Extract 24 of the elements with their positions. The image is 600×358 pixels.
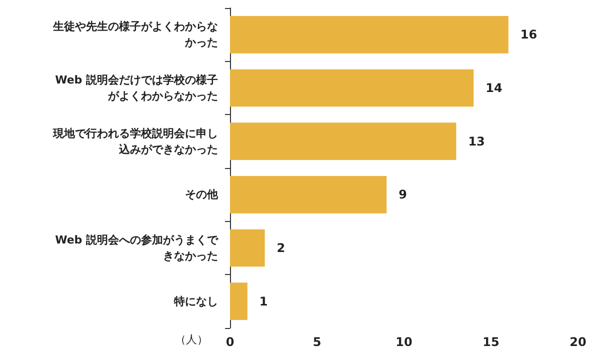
x-axis-title: （人）	[175, 333, 208, 346]
bar	[230, 176, 387, 214]
y-tick-label: 現地で行われる学校説明会に申し込みができなかった	[52, 126, 218, 156]
bar	[230, 282, 248, 320]
data-label: 1	[259, 294, 268, 308]
bar	[230, 69, 474, 107]
data-label: 9	[398, 188, 407, 202]
y-tick-label: Web 説明会への参加がうまくできなかった	[55, 234, 219, 262]
x-tick-label: 20	[570, 335, 586, 349]
data-label: 13	[468, 134, 485, 148]
x-tick-label: 10	[396, 335, 412, 349]
x-tick-label: 5	[312, 335, 322, 349]
y-tick-label: その他	[185, 188, 219, 202]
x-tick-label: 15	[482, 335, 500, 349]
data-label: 2	[276, 241, 286, 255]
y-tick-label: Web 説明会だけでは学校の様子がよくわからなかった	[55, 74, 218, 102]
bar	[230, 16, 508, 54]
data-label: 16	[520, 28, 538, 42]
y-tick-label: 生徒や先生の様子がよくわからなかった	[52, 20, 218, 50]
x-tick-label: 0	[226, 335, 234, 349]
bar	[230, 122, 456, 160]
bar	[230, 229, 265, 267]
data-label: 14	[486, 81, 502, 95]
y-tick-label: 特になし	[173, 294, 218, 308]
